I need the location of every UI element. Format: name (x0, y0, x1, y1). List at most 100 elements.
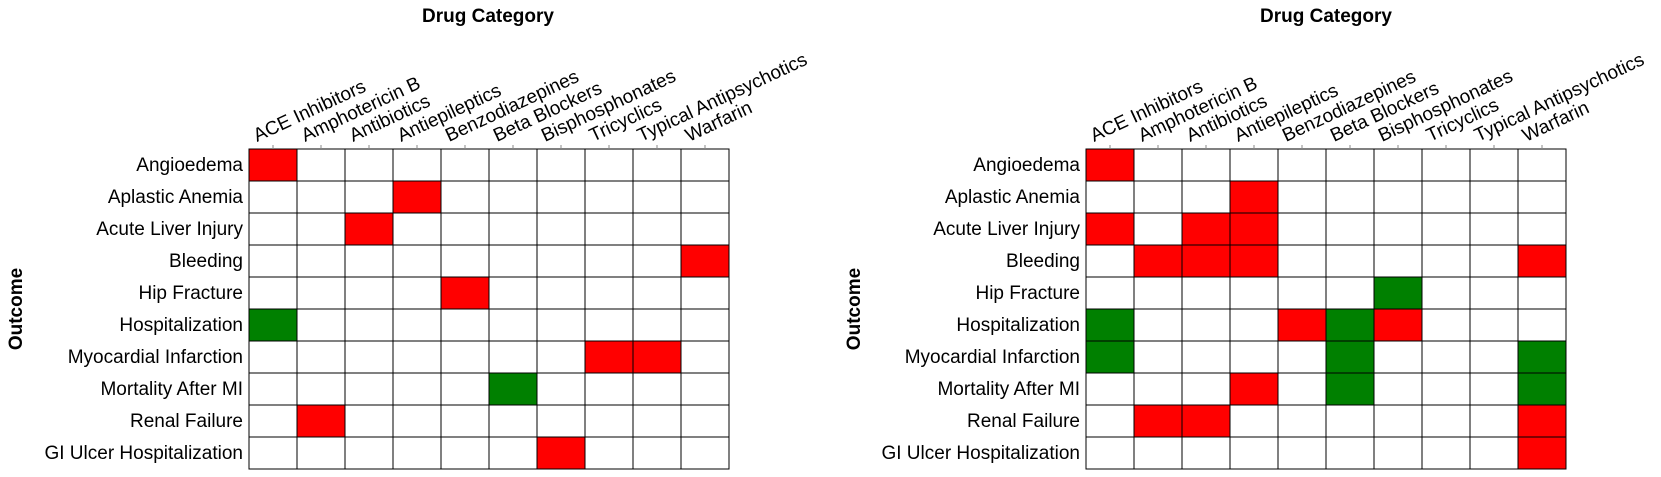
heatmap-cell (680, 212, 730, 246)
heatmap-cell (1373, 436, 1423, 470)
heatmap-cell (1229, 340, 1279, 374)
heatmap-cell (1229, 244, 1279, 278)
heatmap-cell (344, 340, 394, 374)
heatmap-cell (1181, 212, 1231, 246)
heatmap-cell (632, 372, 682, 406)
heatmap-cell (1421, 404, 1471, 438)
heatmap-cell (1277, 404, 1327, 438)
heatmap-cell (1133, 244, 1183, 278)
heatmap-cell (1325, 436, 1375, 470)
row-label: Bleeding (1006, 251, 1080, 272)
heatmap-cell (1277, 340, 1327, 374)
heatmap-cell (536, 180, 586, 214)
heatmap-cell (1517, 436, 1567, 470)
heatmap-cell (1085, 244, 1135, 278)
heatmap-cell (680, 404, 730, 438)
heatmap-cell (488, 372, 538, 406)
heatmap-cell (1325, 340, 1375, 374)
heatmap-cell (488, 212, 538, 246)
heatmap-cell (248, 180, 298, 214)
row-label: Myocardial Infarction (905, 347, 1080, 368)
heatmap-cell (1373, 372, 1423, 406)
heatmap-cell (632, 276, 682, 310)
heatmap-cell (1421, 180, 1471, 214)
heatmap-cell (680, 276, 730, 310)
row-label: Myocardial Infarction (68, 347, 243, 368)
heatmap-cell (1181, 244, 1231, 278)
row-label: Acute Liver Injury (933, 219, 1080, 240)
heatmap-cell (1277, 212, 1327, 246)
heatmap-cell (1469, 372, 1519, 406)
heatmap-cell (1181, 148, 1231, 182)
heatmap-cell (1133, 340, 1183, 374)
heatmap-cell (1277, 436, 1327, 470)
heatmap-cell (584, 308, 634, 342)
heatmap-cell (248, 212, 298, 246)
heatmap-cell (488, 340, 538, 374)
row-label: Aplastic Anemia (108, 187, 244, 208)
heatmap-cell (584, 244, 634, 278)
heatmap-cell (632, 244, 682, 278)
heatmap-cell (1229, 180, 1279, 214)
heatmap-cell (344, 372, 394, 406)
heatmap-cell (1517, 244, 1567, 278)
heatmap-cell (1229, 148, 1279, 182)
heatmap-cell (1229, 276, 1279, 310)
heatmap-cell (1277, 308, 1327, 342)
heatmap-cell (344, 180, 394, 214)
row-label: Bleeding (169, 251, 243, 272)
heatmap-cell (1469, 180, 1519, 214)
heatmap-cell (1469, 404, 1519, 438)
heatmap-cell (248, 276, 298, 310)
heatmap-cell (1181, 276, 1231, 310)
heatmap-cell (1517, 180, 1567, 214)
heatmap-cell (632, 404, 682, 438)
row-label: Angioedema (136, 155, 243, 176)
heatmap-cell (536, 244, 586, 278)
heatmap-cell (1373, 276, 1423, 310)
heatmap-cell (680, 180, 730, 214)
heatmap-cell (1373, 148, 1423, 182)
heatmap-cell (632, 436, 682, 470)
chart-title: Drug Category (422, 6, 554, 27)
heatmap-cell (1325, 244, 1375, 278)
heatmap-cell (392, 372, 442, 406)
row-label: Angioedema (973, 155, 1080, 176)
heatmap-cell (1421, 212, 1471, 246)
heatmap-cell (632, 148, 682, 182)
heatmap-cell (344, 212, 394, 246)
row-label: Renal Failure (130, 411, 243, 432)
heatmap-cell (392, 308, 442, 342)
heatmap-cell (1181, 340, 1231, 374)
heatmap-cell (1277, 148, 1327, 182)
heatmap-cell (1085, 212, 1135, 246)
heatmap-cell (584, 340, 634, 374)
row-label: Mortality After MI (100, 379, 243, 400)
heatmap-cell (1181, 308, 1231, 342)
heatmap-cell (296, 308, 346, 342)
heatmap-cell (1469, 276, 1519, 310)
heatmap-cell (1373, 180, 1423, 214)
heatmap-cell (1517, 404, 1567, 438)
heatmap-cell (1517, 148, 1567, 182)
heatmap-cell (392, 180, 442, 214)
heatmap-cell (1421, 436, 1471, 470)
heatmap-cell (1421, 372, 1471, 406)
heatmap-cell (248, 148, 298, 182)
heatmap-cell (536, 148, 586, 182)
heatmap-cell (632, 180, 682, 214)
heatmap-cell (680, 372, 730, 406)
heatmap-cell (1277, 372, 1327, 406)
heatmap-cell (296, 436, 346, 470)
heatmap-cell (296, 180, 346, 214)
heatmap-cell (680, 436, 730, 470)
heatmap-cell (584, 404, 634, 438)
heatmap-cell (440, 372, 490, 406)
heatmap-cell (392, 212, 442, 246)
heatmap-cell (536, 404, 586, 438)
heatmap-cell (536, 436, 586, 470)
heatmap-cell (1133, 404, 1183, 438)
heatmap-cell (680, 340, 730, 374)
heatmap-cell (1085, 436, 1135, 470)
heatmap-cell (1325, 212, 1375, 246)
